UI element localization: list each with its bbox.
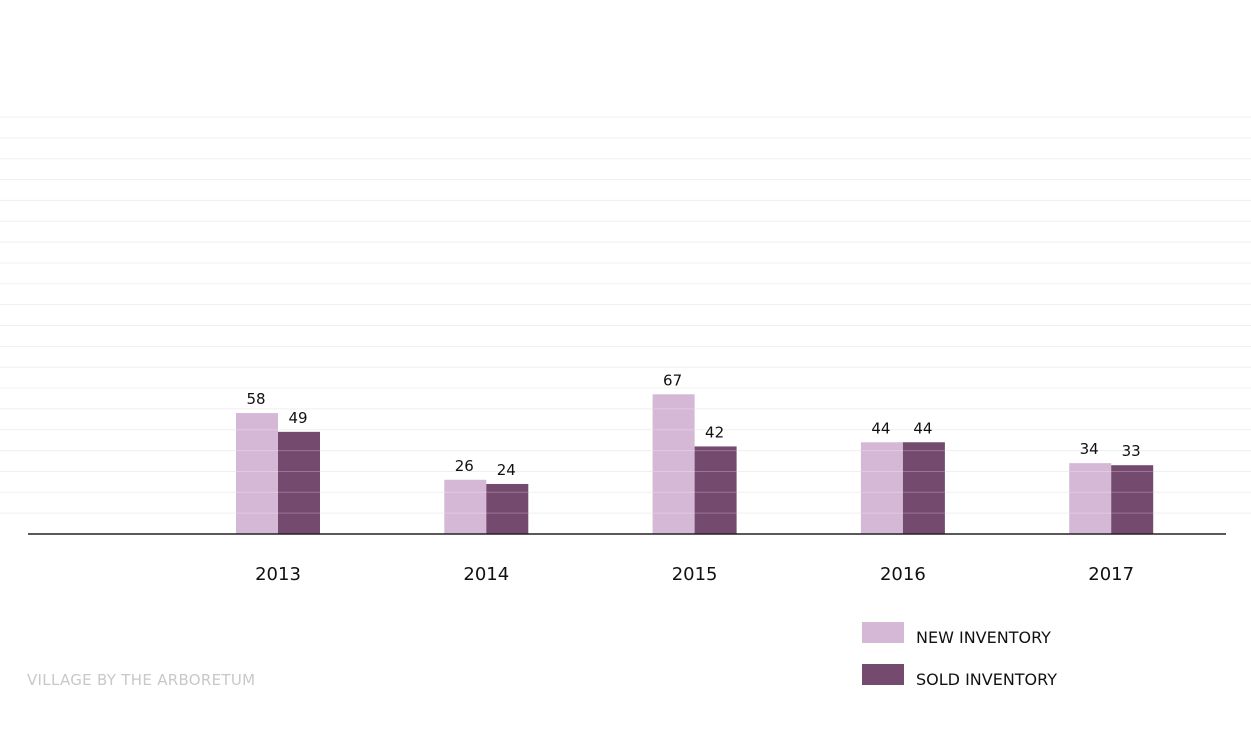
legend: NEW INVENTORY SOLD INVENTORY <box>862 622 1057 689</box>
data-labels: 58 49 26 24 67 42 44 44 34 33 <box>246 371 1140 479</box>
x-tick-label: 2017 <box>1088 564 1134 585</box>
data-label: 42 <box>705 423 724 441</box>
data-label: 67 <box>663 371 682 389</box>
bar-sold-inventory <box>486 483 529 534</box>
data-label: 34 <box>1080 440 1099 458</box>
data-label: 44 <box>871 419 890 437</box>
x-tick-label: 2014 <box>463 564 509 585</box>
footer-brand-text: VILLAGE BY THE ARBORETUM <box>27 671 255 689</box>
data-label: 58 <box>246 390 265 408</box>
data-label: 49 <box>288 409 307 427</box>
x-tick-label: 2016 <box>880 564 926 585</box>
bar-new-inventory <box>444 479 487 534</box>
bar-sold-inventory <box>694 446 737 534</box>
bar-new-inventory <box>652 394 695 534</box>
bar-sold-inventory <box>1111 465 1154 534</box>
bar-new-inventory <box>236 413 278 534</box>
bar-new-inventory <box>860 442 903 534</box>
x-tick-label: 2013 <box>255 564 301 585</box>
data-label: 44 <box>913 419 932 437</box>
bar-sold-inventory <box>902 442 945 534</box>
legend-label-sold-inventory: SOLD INVENTORY <box>916 670 1057 689</box>
bar-sold-inventory <box>278 431 320 534</box>
data-label: 33 <box>1122 442 1141 460</box>
x-tick-label: 2015 <box>672 564 718 585</box>
legend-swatch-sold-inventory <box>862 664 904 685</box>
x-tick-labels: 2013 2014 2015 2016 2017 <box>255 564 1134 585</box>
legend-swatch-new-inventory <box>862 622 904 643</box>
data-label: 26 <box>455 457 474 475</box>
legend-label-new-inventory: NEW INVENTORY <box>916 628 1051 647</box>
bars <box>236 394 1154 534</box>
bar-new-inventory <box>1069 463 1112 534</box>
grid-lines <box>0 116 1251 514</box>
data-label: 24 <box>497 461 516 479</box>
